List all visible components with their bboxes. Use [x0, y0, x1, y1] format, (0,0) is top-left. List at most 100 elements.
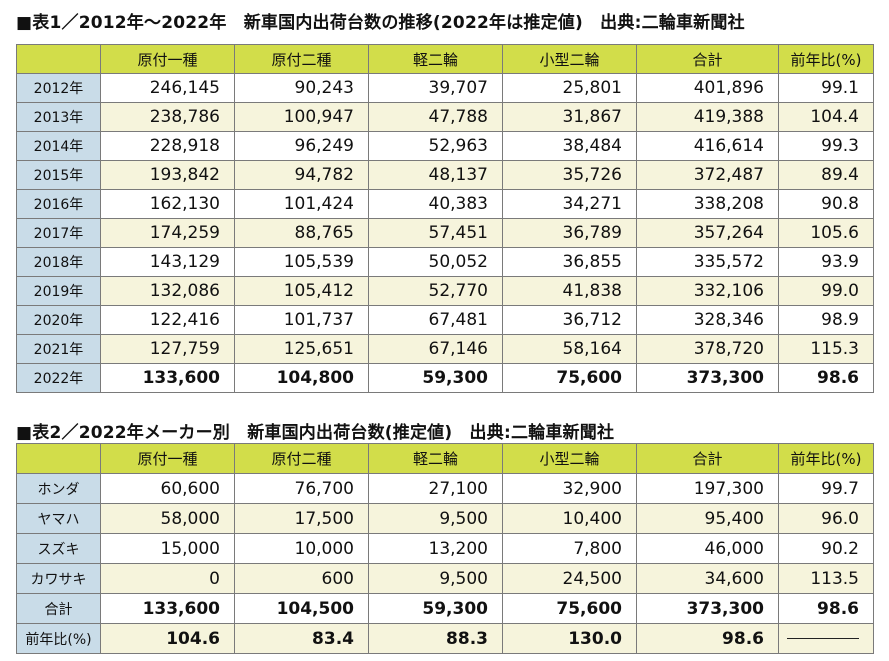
table-cell: 36,789: [502, 218, 637, 248]
table1-title: ■表1／2012年〜2022年 新車国内出荷台数の推移(2022年は推定値) 出…: [16, 13, 745, 33]
table-row: ホンダ 60,600 76,700 27,100 32,900 197,300 …: [16, 473, 874, 504]
table-cell: 34,600: [636, 563, 779, 594]
table-cell: 10,400: [502, 503, 637, 534]
row-label: 2015年: [16, 160, 101, 190]
row-label: 2021年: [16, 334, 101, 364]
row-label: 2018年: [16, 247, 101, 277]
table-cell: 39,707: [368, 73, 503, 103]
table-cell: 57,451: [368, 218, 503, 248]
table-row: 前年比(%) 104.6 83.4 88.3 130.0 98.6: [16, 623, 874, 654]
table-cell: 133,600: [100, 593, 235, 624]
table-cell: 36,855: [502, 247, 637, 277]
table-cell: 162,130: [100, 189, 235, 219]
table-row: 2016年 162,130 101,424 40,383 34,271 338,…: [16, 189, 874, 219]
table-cell: 419,388: [636, 102, 779, 132]
table-row: スズキ 15,000 10,000 13,200 7,800 46,000 90…: [16, 533, 874, 564]
table-cell: 31,867: [502, 102, 637, 132]
table-row: 2015年 193,842 94,782 48,137 35,726 372,4…: [16, 160, 874, 190]
table1-header-row: 原付一種 原付二種 軽二輪 小型二輪 合計 前年比(%): [16, 44, 874, 74]
table-cell: 60,600: [100, 473, 235, 504]
table2-header-row: 原付一種 原付二種 軽二輪 小型二輪 合計 前年比(%): [16, 443, 874, 474]
table-cell: 101,737: [234, 305, 369, 335]
table-cell: 98.9: [778, 305, 874, 335]
table-cell: 75,600: [502, 593, 637, 624]
table-cell: 373,300: [636, 363, 779, 393]
table-cell: 99.0: [778, 276, 874, 306]
column-header: 原付一種: [100, 443, 235, 474]
table2-shipments-by-maker: 原付一種 原付二種 軽二輪 小型二輪 合計 前年比(%) ホンダ 60,600 …: [16, 443, 874, 654]
row-label: 2020年: [16, 305, 101, 335]
column-header: 前年比(%): [778, 443, 874, 474]
table-cell: 600: [234, 563, 369, 594]
table-row: 2014年 228,918 96,249 52,963 38,484 416,6…: [16, 131, 874, 161]
table-cell: 104,800: [234, 363, 369, 393]
row-label: 前年比(%): [16, 623, 101, 654]
row-label: 2014年: [16, 131, 101, 161]
table-cell: 372,487: [636, 160, 779, 190]
table-row: 2019年 132,086 105,412 52,770 41,838 332,…: [16, 276, 874, 306]
table-cell: 9,500: [368, 503, 503, 534]
table-cell: 88,765: [234, 218, 369, 248]
table-cell: 104,500: [234, 593, 369, 624]
table-cell: 27,100: [368, 473, 503, 504]
column-header: 軽二輪: [368, 443, 503, 474]
table-cell: 75,600: [502, 363, 637, 393]
table-cell: 197,300: [636, 473, 779, 504]
table-cell: 58,164: [502, 334, 637, 364]
table-cell: 130.0: [502, 623, 637, 654]
table-cell: 52,963: [368, 131, 503, 161]
table-row: 2017年 174,259 88,765 57,451 36,789 357,2…: [16, 218, 874, 248]
row-label: スズキ: [16, 533, 101, 564]
table-row: 2018年 143,129 105,539 50,052 36,855 335,…: [16, 247, 874, 277]
table-cell: 89.4: [778, 160, 874, 190]
column-header: 小型二輪: [502, 443, 637, 474]
table-cell: 94,782: [234, 160, 369, 190]
table-cell: 0: [100, 563, 235, 594]
table-cell: 101,424: [234, 189, 369, 219]
column-header: 前年比(%): [778, 44, 874, 74]
table-cell: 105,412: [234, 276, 369, 306]
table-cell: 25,801: [502, 73, 637, 103]
table-cell: 328,346: [636, 305, 779, 335]
table-cell: 13,200: [368, 533, 503, 564]
table-row: カワサキ 0 600 9,500 24,500 34,600 113.5: [16, 563, 874, 594]
table-cell: 50,052: [368, 247, 503, 277]
table-cell: 373,300: [636, 593, 779, 624]
table-cell: 228,918: [100, 131, 235, 161]
table-cell: 174,259: [100, 218, 235, 248]
table-cell: 96,249: [234, 131, 369, 161]
table-cell: 76,700: [234, 473, 369, 504]
table-cell: 83.4: [234, 623, 369, 654]
table-cell: 99.3: [778, 131, 874, 161]
table-cell: 133,600: [100, 363, 235, 393]
table-cell: 246,145: [100, 73, 235, 103]
table-cell: 35,726: [502, 160, 637, 190]
table-cell: 24,500: [502, 563, 637, 594]
table-cell: 67,481: [368, 305, 503, 335]
table-cell: 52,770: [368, 276, 503, 306]
table-cell: 41,838: [502, 276, 637, 306]
table-cell: 416,614: [636, 131, 779, 161]
table-cell: 88.3: [368, 623, 503, 654]
table-cell: 98.6: [778, 593, 874, 624]
table-cell: 357,264: [636, 218, 779, 248]
table1-corner-cell: [16, 44, 101, 74]
column-header: 原付一種: [100, 44, 235, 74]
table-cell: 47,788: [368, 102, 503, 132]
table-cell: 58,000: [100, 503, 235, 534]
table-cell: 378,720: [636, 334, 779, 364]
table-cell: 338,208: [636, 189, 779, 219]
row-label: 合計: [16, 593, 101, 624]
row-label: 2013年: [16, 102, 101, 132]
table-cell: 59,300: [368, 593, 503, 624]
table-row: 2013年 238,786 100,947 47,788 31,867 419,…: [16, 102, 874, 132]
table-row: 2020年 122,416 101,737 67,481 36,712 328,…: [16, 305, 874, 335]
table-cell: 105.6: [778, 218, 874, 248]
table-row: 2012年 246,145 90,243 39,707 25,801 401,8…: [16, 73, 874, 103]
table-cell: 93.9: [778, 247, 874, 277]
table-cell: 34,271: [502, 189, 637, 219]
row-label: ホンダ: [16, 473, 101, 504]
table-cell: 104.4: [778, 102, 874, 132]
table-cell: 99.1: [778, 73, 874, 103]
